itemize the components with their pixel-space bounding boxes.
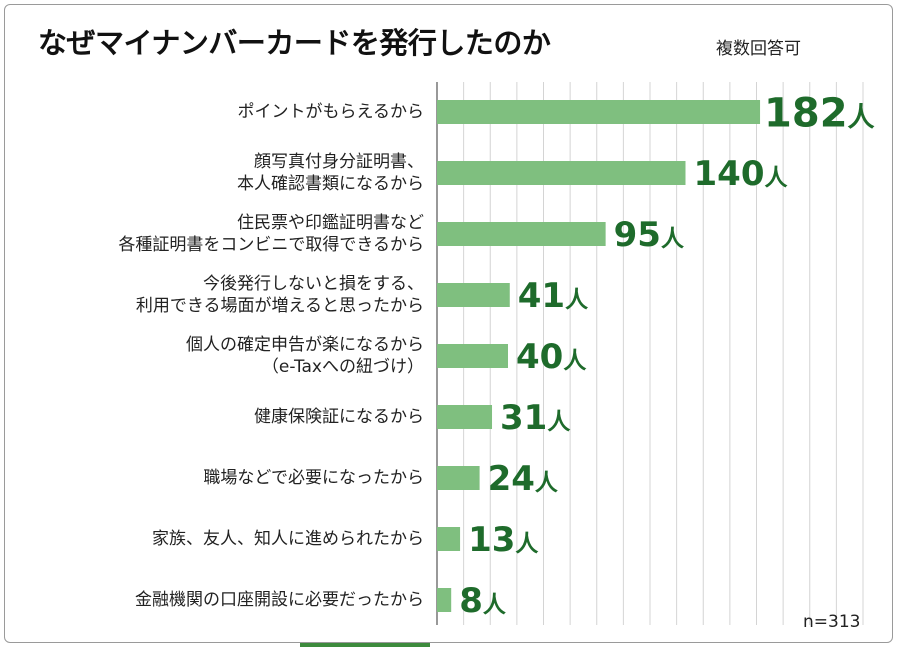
value-label: 95人 xyxy=(614,215,685,255)
value-label: 24人 xyxy=(488,459,559,499)
category-label-line: ポイントがもらえるから xyxy=(237,102,425,122)
bar xyxy=(437,527,461,551)
value-label: 13人 xyxy=(468,520,539,560)
bar xyxy=(437,161,686,185)
category-label-line: 職場などで必要になったから xyxy=(203,468,424,488)
chart-title: なぜマイナンバーカードを発行したのか xyxy=(38,26,551,60)
value-label: 8人 xyxy=(459,581,507,621)
category-label-line: 住民票や印鑑証明書など xyxy=(237,213,424,233)
bar xyxy=(437,344,508,368)
sample-size-note: n=313 xyxy=(803,612,861,632)
category-label: ポイントがもらえるから xyxy=(238,101,425,123)
bar xyxy=(437,405,493,429)
value-label: 41人 xyxy=(518,276,589,316)
category-label: 健康保険証になるから xyxy=(254,406,424,428)
category-label-line: 健康保険証になるから xyxy=(254,407,424,427)
category-label-line: 金融機関の口座開設に必要だったから xyxy=(135,590,424,610)
category-label: 顔写真付身分証明書、 本人確認書類になるから xyxy=(237,151,424,195)
category-label: 家族、友人、知人に進められたから xyxy=(152,528,424,550)
category-label: 個人の確定申告が楽になるから （e-Taxへの紐づけ） xyxy=(186,334,424,378)
chart-subtitle: 複数回答可 xyxy=(716,39,801,59)
bar xyxy=(437,222,606,246)
category-label: 職場などで必要になったから xyxy=(203,467,424,489)
category-label-line: 今後発行しないと損をする、 xyxy=(203,274,424,294)
category-label-line: 顔写真付身分証明書、 xyxy=(254,152,424,172)
category-label: 今後発行しないと損をする、 利用できる場面が増えると思ったから xyxy=(136,273,424,317)
bar xyxy=(437,466,480,490)
category-label-line: （e-Taxへの紐づけ） xyxy=(261,357,424,377)
value-label: 31人 xyxy=(500,398,571,438)
category-label-line: 各種証明書をコンビニで取得できるから xyxy=(118,235,424,255)
category-label-line: 家族、友人、知人に進められたから xyxy=(152,529,424,549)
value-label: 140人 xyxy=(694,154,789,194)
bar xyxy=(437,100,761,124)
bottom-accent xyxy=(300,643,430,647)
category-label-line: 本人確認書類になるから xyxy=(237,174,424,194)
category-label: 金融機関の口座開設に必要だったから xyxy=(135,589,424,611)
value-label: 182人 xyxy=(764,90,875,136)
category-label: 住民票や印鑑証明書など 各種証明書をコンビニで取得できるから xyxy=(118,212,424,256)
value-label: 40人 xyxy=(516,337,587,377)
category-label-line: 個人の確定申告が楽になるから xyxy=(186,335,424,355)
category-label-line: 利用できる場面が増えると思ったから xyxy=(135,296,424,316)
bar xyxy=(437,283,510,307)
bar xyxy=(437,588,452,612)
